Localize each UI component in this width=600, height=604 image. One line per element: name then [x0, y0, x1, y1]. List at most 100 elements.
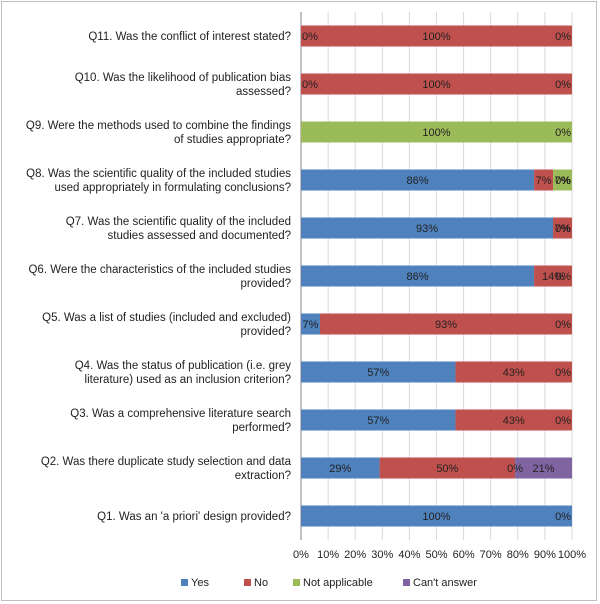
category-label: Q10. Was the likelihood of publication b… — [75, 72, 292, 84]
legend-label: Yes — [191, 577, 209, 589]
data-label: 0% — [555, 367, 571, 379]
x-tick-label: 10% — [317, 549, 339, 561]
bar-segment — [301, 25, 572, 47]
bar-segment — [301, 457, 380, 479]
x-tick-label: 70% — [480, 549, 502, 561]
bar-segment — [301, 505, 572, 527]
category-label: used appropriately in formulating conclu… — [54, 182, 291, 194]
legend-label: No — [254, 577, 268, 589]
legend-label: Not applicable — [303, 577, 373, 589]
x-tick-label: 60% — [453, 549, 475, 561]
x-tick-label: 100% — [558, 549, 586, 561]
bar-segment — [301, 409, 456, 431]
category-label: of studies appropriate? — [174, 134, 291, 146]
data-label: 0% — [507, 463, 523, 475]
data-label: 0% — [555, 127, 571, 139]
bar-segment — [301, 265, 535, 287]
data-label: 86% — [407, 271, 429, 283]
category-label: performed? — [232, 422, 291, 434]
data-label: 43% — [503, 415, 525, 427]
data-label: 29% — [329, 463, 351, 475]
legend-swatch — [293, 579, 300, 586]
data-label: 7% — [303, 319, 319, 331]
data-label: 93% — [435, 319, 457, 331]
bar-segment — [301, 361, 456, 383]
bars — [301, 25, 572, 527]
bar-segment — [455, 409, 572, 431]
category-label: Q9. Were the methods used to combine the… — [26, 120, 291, 132]
x-tick-label: 90% — [534, 549, 556, 561]
data-label: 100% — [422, 511, 450, 523]
category-label: Q2. Was there duplicate study selection … — [41, 456, 292, 468]
bar-segment — [301, 313, 320, 335]
category-label: studies assessed and documented? — [108, 230, 291, 242]
category-label: Q11. Was the conflict of interest stated… — [88, 31, 291, 43]
bar-segment — [534, 265, 572, 287]
legend-item: Yes — [181, 577, 209, 589]
data-label: 57% — [367, 367, 389, 379]
category-label: Q8. Was the scientific quality of the in… — [26, 168, 291, 180]
data-label: 43% — [503, 367, 525, 379]
data-label: 14% — [542, 271, 564, 283]
category-labels: Q11. Was the conflict of interest stated… — [26, 31, 292, 523]
legend-label: Can't answer — [413, 577, 477, 589]
data-label: 86% — [407, 175, 429, 187]
data-label: 0% — [555, 511, 571, 523]
bar-segment — [379, 457, 516, 479]
data-label: 100% — [422, 79, 450, 91]
bar-segment — [455, 361, 572, 383]
data-label: 0% — [302, 31, 318, 43]
x-tick-label: 30% — [371, 549, 393, 561]
category-label: Q1. Was an 'a priori' design provided? — [97, 511, 291, 523]
x-tick-label: 40% — [398, 549, 420, 561]
bar-segment — [301, 217, 554, 239]
category-label: provided? — [240, 278, 291, 290]
category-label: assessed? — [236, 86, 291, 98]
legend-item: Can't answer — [403, 577, 477, 589]
category-label: provided? — [240, 326, 291, 338]
data-label: 0% — [555, 175, 571, 187]
category-label: Q4. Was the status of publication (i.e. … — [75, 360, 292, 372]
bar-segment — [301, 121, 572, 143]
data-label: 7% — [555, 175, 571, 187]
data-label: 0% — [555, 79, 571, 91]
data-label: 93% — [416, 223, 438, 235]
bar-segment — [301, 169, 535, 191]
data-label: 0% — [302, 79, 318, 91]
data-label: 0% — [555, 415, 571, 427]
data-label: 7% — [536, 175, 552, 187]
legend-item: No — [244, 577, 268, 589]
bar-segment — [515, 457, 572, 479]
data-label: 0% — [555, 271, 571, 283]
x-tick-label: 0% — [293, 549, 309, 561]
legend-swatch — [244, 579, 251, 586]
category-label: Q3. Was a comprehensive literature searc… — [70, 408, 291, 420]
category-label: Q6. Were the characteristics of the incl… — [28, 264, 291, 276]
data-label: 50% — [436, 463, 458, 475]
data-label: 0% — [555, 31, 571, 43]
data-label: 100% — [422, 31, 450, 43]
data-label: 57% — [367, 415, 389, 427]
data-label: 7% — [555, 223, 571, 235]
x-tick-label: 80% — [507, 549, 529, 561]
category-label: literature) used as an inclusion criteri… — [85, 374, 291, 386]
category-label: Q7. Was the scientific quality of the in… — [66, 216, 291, 228]
data-label: 21% — [533, 463, 555, 475]
data-label: 100% — [422, 127, 450, 139]
legend-swatch — [181, 579, 188, 586]
legend-swatch — [403, 579, 410, 586]
bar-segment — [553, 169, 572, 191]
data-labels: 0% 100% 0%0% 100% 0%100% 0%86% 7% 7%0%93% 7%0%86… — [302, 31, 571, 523]
legend-item: Not applicable — [293, 577, 373, 589]
category-label: extraction? — [235, 470, 291, 482]
bar-segment — [319, 313, 572, 335]
category-label: Q5. Was a list of studies (included and … — [42, 312, 291, 324]
x-axis-ticks: 0% 10% 20% 30% 40% 50% 60% 70% 80% 90% 100% — [293, 549, 586, 561]
data-label: 0% — [555, 319, 571, 331]
x-tick-label: 50% — [425, 549, 447, 561]
x-tick-label: 20% — [344, 549, 366, 561]
bar-segment — [553, 217, 572, 239]
